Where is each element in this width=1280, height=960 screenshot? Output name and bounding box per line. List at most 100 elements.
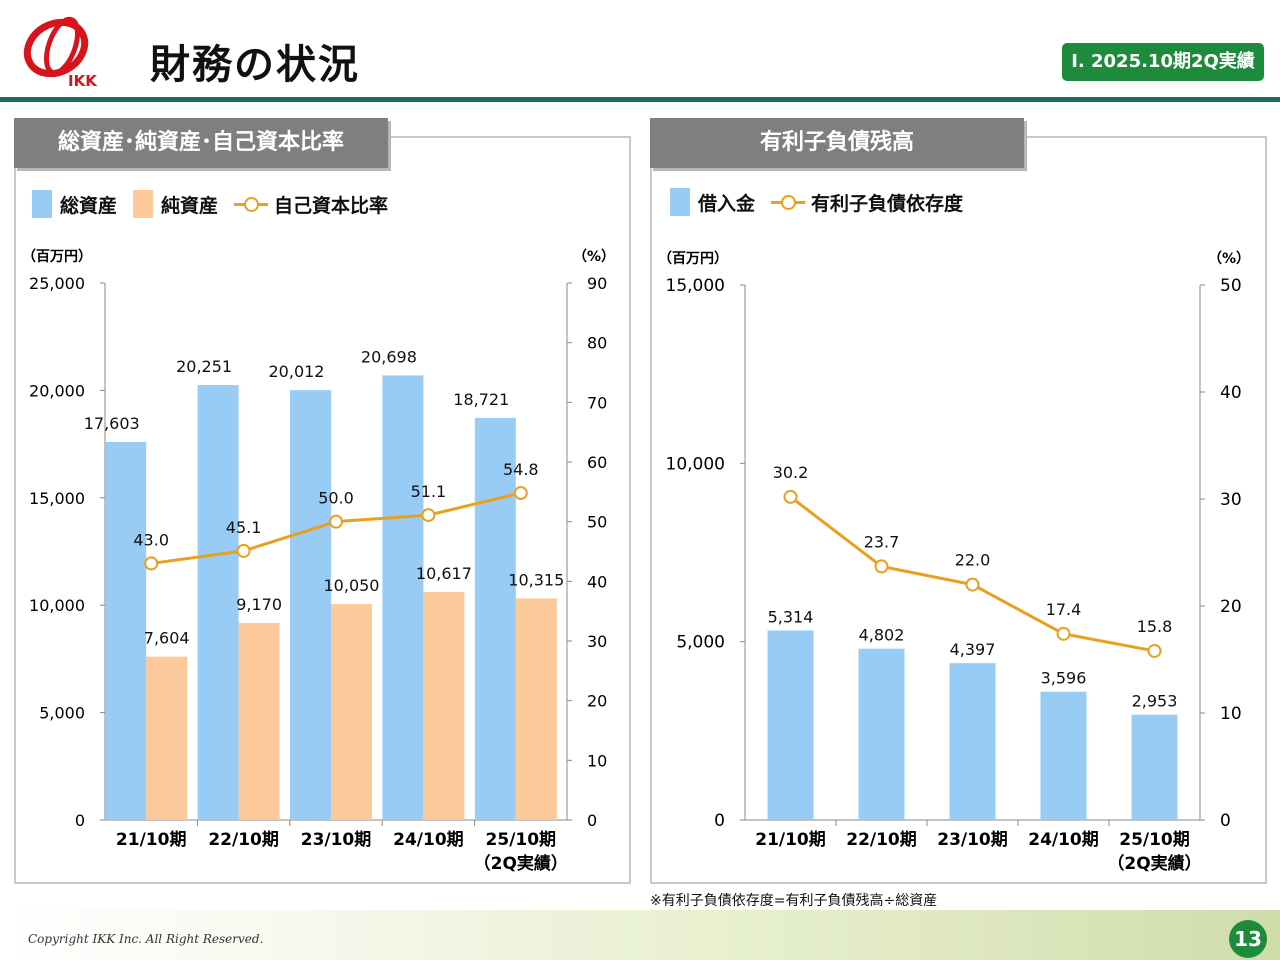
logo-text: IKK [68, 72, 98, 90]
right-tick-label: 30 [587, 632, 607, 651]
bar-value-label: 20,698 [361, 347, 417, 366]
bar [767, 630, 814, 820]
bar-value-label: 9,170 [236, 595, 282, 614]
bar [858, 648, 905, 820]
bar [238, 623, 280, 820]
line-point [965, 577, 980, 592]
right-tick-label: 20 [1220, 597, 1242, 617]
legend-item-net-assets: 純資産 [133, 190, 218, 218]
right-tick-label: 10 [587, 751, 607, 770]
right-tick-label: 40 [587, 572, 607, 591]
line-value-label: 43.0 [133, 530, 169, 549]
bar-value-label: 5,314 [768, 607, 814, 626]
bar [197, 385, 239, 820]
x-tick-label: 23/10期 [937, 830, 1008, 850]
left-axis-unit: （百万円） [22, 249, 92, 265]
footer-band [0, 910, 1280, 960]
page-title: 財務の状況 [150, 42, 360, 88]
bar-value-label: 3,596 [1041, 669, 1087, 688]
legend-item-borrowings: 借入金 [670, 188, 755, 216]
bar [1040, 691, 1087, 820]
right-tick-label: 10 [1220, 704, 1242, 724]
left-tick-label: 0 [714, 811, 725, 831]
right-tick-label: 0 [587, 811, 597, 830]
legend-label: 総資産 [60, 194, 118, 217]
right-tick-label: 70 [587, 393, 607, 412]
right-axis-unit: （%） [573, 249, 615, 265]
bar [382, 375, 424, 820]
header-rule [0, 97, 1280, 102]
line-point [1056, 626, 1071, 641]
legend-label: 純資産 [161, 194, 219, 217]
line-point [513, 486, 528, 501]
line-point [236, 543, 251, 558]
x-tick-label: 25/10期 [486, 830, 557, 850]
line-series [789, 495, 1155, 653]
bar-value-label: 4,397 [950, 640, 996, 659]
bar [1131, 714, 1178, 820]
line-value-label: 17.4 [1046, 600, 1082, 619]
right-tick-label: 80 [587, 334, 607, 353]
line-point [421, 508, 436, 523]
legend-label: 借入金 [698, 192, 756, 215]
legend-swatch-blue [32, 190, 52, 218]
right-panel-heading: 有利子負債残高 [650, 118, 1024, 168]
left-tick-label: 10,000 [666, 454, 725, 474]
bar [146, 656, 188, 820]
line-value-label: 23.7 [864, 532, 900, 551]
right-tick-label: 90 [587, 274, 607, 293]
line-value-label: 45.1 [226, 518, 262, 537]
left-legend: 総資産 純資産 自己資本比率 [32, 190, 404, 218]
section-badge: Ⅰ. 2025.10期2Q実績 [1062, 43, 1264, 81]
bar [290, 390, 331, 820]
legend-label: 有利子負債依存度 [811, 192, 964, 215]
bar-value-label: 2,953 [1132, 692, 1178, 711]
line-value-label: 15.8 [1137, 617, 1173, 636]
x-tick-label: 23/10期 [301, 830, 372, 850]
bar-value-label: 10,050 [324, 576, 380, 595]
x-tick-label: 21/10期 [116, 830, 187, 850]
x-tick-sublabel: （2Q実績） [474, 853, 568, 874]
x-tick-label: 22/10期 [846, 830, 917, 850]
line-point [1147, 643, 1162, 658]
bar-value-label: 10,315 [508, 570, 564, 589]
legend-item-total-assets: 総資産 [32, 190, 117, 218]
line-point [874, 559, 889, 574]
page-number: 13 [1229, 920, 1267, 958]
x-tick-label: 24/10期 [393, 830, 464, 850]
right-legend: 借入金 有利子負債依存度 [670, 188, 979, 216]
line-point [783, 489, 798, 504]
x-tick-sublabel: （2Q実績） [1107, 853, 1201, 874]
line-point [329, 514, 343, 529]
left-tick-label: 15,000 [29, 489, 85, 508]
left-tick-label: 20,000 [29, 381, 85, 400]
line-value-label: 54.8 [503, 460, 539, 479]
bar-value-label: 20,012 [269, 362, 325, 381]
right-tick-label: 0 [1220, 811, 1231, 831]
legend-item-equity-ratio: 自己資本比率 [234, 190, 388, 218]
x-tick-label: 22/10期 [208, 830, 279, 850]
bar [423, 591, 465, 820]
line-value-label: 51.1 [411, 482, 447, 501]
legend-swatch-peach [133, 190, 154, 218]
line-value-label: 50.0 [318, 489, 354, 508]
bar-value-label: 17,603 [84, 414, 140, 433]
left-tick-label: 5,000 [676, 633, 725, 653]
legend-label: 自己資本比率 [274, 194, 389, 217]
line-value-label: 22.0 [955, 551, 991, 570]
line-value-label: 30.2 [773, 463, 809, 482]
legend-swatch-blue [670, 188, 690, 216]
right-tick-label: 20 [587, 692, 607, 711]
bar [949, 663, 996, 820]
bar [474, 417, 516, 820]
ikk-logo: IKK [23, 16, 98, 90]
bar-value-label: 4,802 [859, 626, 905, 645]
legend-line-marker-icon [771, 188, 806, 216]
left-tick-label: 10,000 [29, 596, 85, 615]
left-tick-label: 15,000 [666, 276, 725, 296]
left-tick-label: 25,000 [29, 274, 85, 293]
bar [331, 604, 372, 820]
left-panel-heading: 総資産･純資産･自己資本比率 [14, 118, 388, 168]
